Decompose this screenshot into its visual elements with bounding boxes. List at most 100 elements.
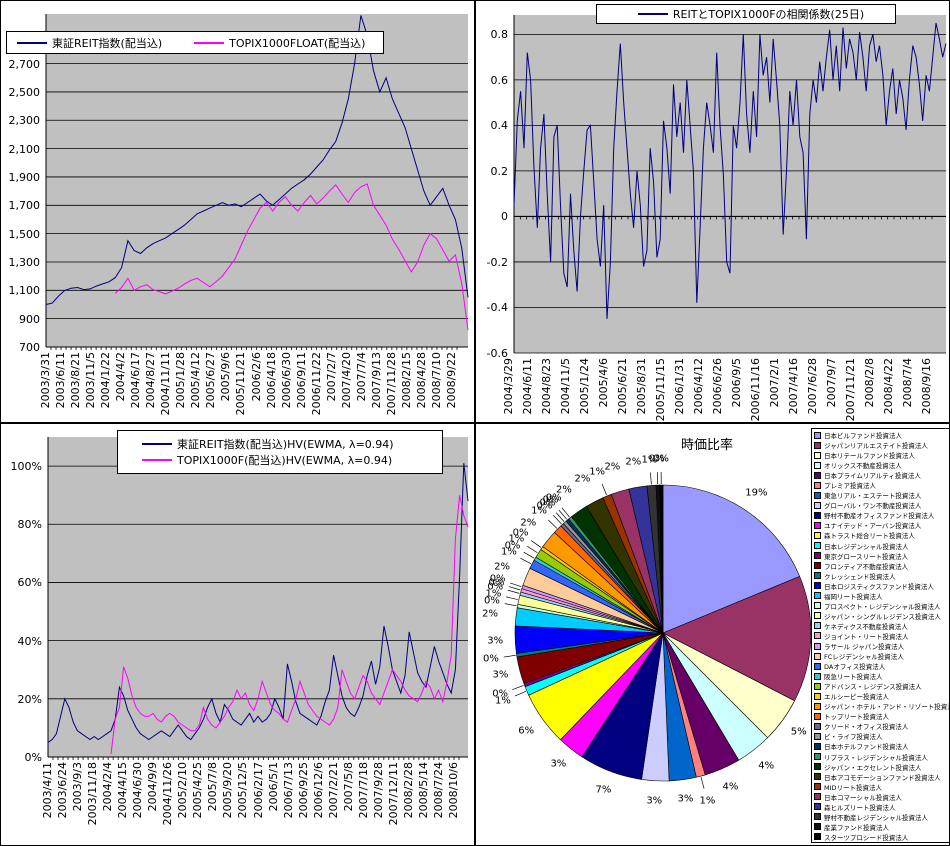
- pie-slice-label: 2%: [520, 517, 537, 529]
- legend-swatch-icon: [814, 803, 821, 811]
- pie-legend-item: ジャパンリアルエステイト投資法人: [814, 440, 949, 450]
- pie-legend-item: クレッシェンド投資法人: [814, 571, 949, 581]
- pie-slice-label: 1%: [531, 505, 548, 517]
- data-series-line: [47, 463, 469, 743]
- x-axis-label: 2008/5/14: [416, 762, 430, 819]
- label-leader-line: [601, 483, 607, 496]
- historical_volatility-plot: [47, 437, 469, 760]
- pie-slice-label: 1%: [508, 533, 525, 545]
- legend-swatch-icon: [814, 823, 821, 831]
- pie-legend-item: トップリート投資法人: [814, 711, 949, 721]
- pie-slice-label: 0%: [648, 453, 665, 465]
- label-leader-line: [514, 691, 527, 697]
- x-axis-label: 2007/6/28: [806, 358, 819, 415]
- legend-label: 日本コマーシャル投資法人: [824, 793, 902, 802]
- legend-label: スターツプロシード投資法人: [824, 833, 909, 842]
- x-axis-label: 2008/4/22: [882, 358, 895, 415]
- pie-slice-label: 2%: [574, 473, 591, 485]
- pie-legend-item: 産業ファンド投資法人: [814, 822, 949, 832]
- pie-slice-label: 3%: [677, 793, 694, 805]
- legend-swatch-icon: [814, 592, 821, 600]
- x-axis-label: 2008/4/28: [414, 352, 428, 409]
- x-axis-label: 2006/1/31: [673, 358, 686, 415]
- x-axis-label: 2004/8/23: [540, 358, 553, 415]
- legend-swatch-icon: [814, 662, 821, 670]
- pie-slice-label: 0%: [483, 653, 499, 665]
- x-axis-label: 2004/4/2: [114, 352, 128, 402]
- x-axis-label: 2007/4/16: [787, 358, 800, 415]
- x-axis-label: 2006/12/6: [311, 762, 325, 819]
- pie-legend: 日本ビルファンド投資法人 ジャパンリアルエステイト投資法人 日本リテールファンド投資…: [811, 428, 949, 843]
- legend-label: 阪急リート投資法人: [824, 673, 883, 682]
- pie-slice-label: 3%: [646, 795, 663, 807]
- x-axis-label: 2005/11/21: [234, 352, 248, 416]
- line-sample-icon: [142, 443, 172, 445]
- pie-slice-label: 0%: [536, 500, 553, 512]
- legend-label: DAオフィス投資法人: [824, 663, 886, 672]
- legend-item: TOPIX1000FLOAT(配当込): [184, 35, 365, 51]
- legend-label: グローバル・ワン不動産投資法人: [824, 502, 922, 511]
- pie-legend-item: ラサール ジャパン投資法人: [814, 641, 949, 651]
- pie-legend-item: アドバンス・レジデンス投資法人: [814, 681, 949, 691]
- pie-legend-item: FCレジデンシャル投資法人: [814, 651, 949, 661]
- legend-label: 野村不動産オフィスファンド投資法人: [824, 512, 935, 521]
- pie-slice-label: 2%: [625, 456, 642, 468]
- pie-slice-label: 2%: [556, 484, 572, 496]
- pie-slice-label: 0%: [489, 573, 506, 585]
- legend-label: ジャパン・エクセレント投資法人: [824, 763, 922, 772]
- legend-swatch-icon: [814, 692, 821, 700]
- market-cap-pie-plot: [503, 472, 812, 789]
- pie-slice-label: 1%: [641, 454, 658, 466]
- x-axis-label: 2006/2/17: [251, 762, 265, 819]
- x-axis-label: 2005/12/5: [236, 762, 250, 819]
- x-axis-label: 2007/2/1: [768, 358, 781, 408]
- pie-slice-label: 0%: [492, 688, 509, 700]
- pie-slice-label: 0%: [483, 595, 500, 607]
- y-axis-label: 60%: [17, 576, 42, 590]
- x-axis-label: 2004/11/5: [559, 358, 572, 415]
- x-axis-label: 2003/4/11: [41, 762, 54, 819]
- x-axis-label: 2007/9/13: [369, 352, 383, 409]
- pie-legend-item: ジョイント・リート投資法人: [814, 631, 949, 641]
- pie-slice-label: 6%: [518, 725, 535, 737]
- y-axis-label: 1,900: [8, 170, 41, 184]
- x-axis-label: 2007/2/21: [326, 762, 340, 819]
- legend-swatch-icon: [814, 531, 821, 539]
- x-axis-label: 2007/7/18: [356, 762, 370, 819]
- legend-swatch-icon: [814, 753, 821, 761]
- pie-legend-item: ケネディクス不動産投資法人: [814, 621, 949, 631]
- legend-swatch-icon: [814, 491, 821, 499]
- pie-slice-label: 0%: [653, 453, 669, 465]
- legend-swatch-icon: [814, 511, 821, 519]
- pie-legend-item: MIDリート投資法人: [814, 782, 949, 792]
- legend-swatch-icon: [814, 451, 821, 459]
- label-leader-line: [506, 596, 518, 600]
- pie-legend-item: リプラス・レジデンシャル投資法人: [814, 752, 949, 762]
- x-axis-label: 2005/4/25: [191, 762, 205, 819]
- legend-label: フロンティア不動産投資法人: [824, 562, 909, 571]
- pie-slice-label: 1%: [589, 466, 606, 478]
- y-axis-label: 80%: [17, 518, 42, 532]
- x-axis-label: 2003/8/21: [69, 352, 83, 409]
- pie-legend-item: 東京グロースリート投資法人: [814, 551, 949, 561]
- x-axis-label: 2007/2/7: [324, 352, 338, 402]
- x-axis-label: 2004/11/11: [159, 352, 173, 416]
- legend-swatch-icon: [814, 672, 821, 680]
- label-leader-line: [509, 582, 522, 587]
- x-axis-label: 2007/4/20: [339, 352, 353, 409]
- legend-label: 日本レジデンシャル投資法人: [824, 542, 909, 551]
- label-leader-line: [700, 776, 705, 789]
- x-axis-label: 2005/2/10: [176, 762, 190, 819]
- x-axis-label: 2007/5/8: [341, 762, 355, 812]
- pie-legend-item: 福岡リート投資法人: [814, 591, 949, 601]
- label-leader-line: [523, 551, 535, 559]
- label-leader-line: [507, 589, 520, 594]
- x-axis-label: 2005/11/15: [654, 358, 667, 422]
- legend-swatch-icon: [814, 632, 821, 640]
- y-axis-label: -0.2: [486, 255, 508, 269]
- x-axis-label: 2007/12/11: [386, 762, 400, 826]
- x-axis-label: 2003/3/31: [39, 352, 52, 409]
- pie-legend-item: 東急リアル・エステート投資法人: [814, 490, 949, 500]
- x-axis-label: 2005/8/31: [635, 358, 648, 415]
- legend-label: ラサール ジャパン投資法人: [824, 643, 905, 651]
